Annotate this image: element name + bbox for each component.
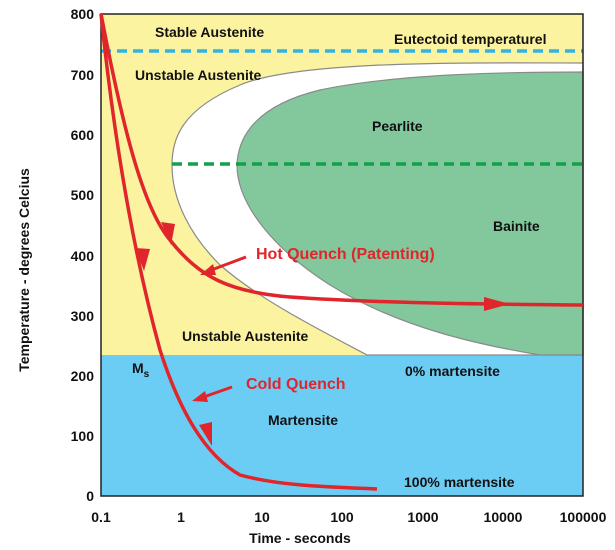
x-tick-label: 10 xyxy=(254,509,270,525)
hot-quench-label: Hot Quench (Patenting) xyxy=(256,246,435,263)
unstable-austenite-bottom-label: Unstable Austenite xyxy=(182,328,308,344)
zero-martensite-label: 0% martensite xyxy=(405,363,500,379)
bainite-label: Bainite xyxy=(493,218,540,234)
ms-label: Ms xyxy=(132,360,150,380)
x-axis-title: Time - seconds xyxy=(249,530,351,546)
x-tick-label: 1000 xyxy=(407,509,438,525)
y-tick-label: 200 xyxy=(71,368,95,384)
y-axis: 0 100 200 300 400 500 600 700 800 xyxy=(71,6,95,504)
cold-quench-curve xyxy=(99,13,378,491)
hot-quench-arrow-2 xyxy=(484,297,510,311)
y-tick-label: 800 xyxy=(71,6,95,22)
eutectoid-label: Eutectoid temperaturel xyxy=(394,31,546,47)
x-tick-label: 10000 xyxy=(484,509,523,525)
hot-quench-curve xyxy=(99,13,584,307)
y-tick-label: 500 xyxy=(71,187,95,203)
x-axis: 0.1 1 10 100 1000 10000 100000 xyxy=(91,509,606,525)
martensite-label: Martensite xyxy=(268,412,338,428)
x-tick-label: 100000 xyxy=(560,509,607,525)
y-tick-label: 400 xyxy=(71,248,95,264)
x-tick-label: 0.1 xyxy=(91,509,111,525)
stable-austenite-label: Stable Austenite xyxy=(155,24,264,40)
pearlite-label: Pearlite xyxy=(372,118,423,134)
y-tick-label: 300 xyxy=(71,308,95,324)
y-tick-label: 600 xyxy=(71,127,95,143)
hundred-martensite-label: 100% martensite xyxy=(404,474,515,490)
y-tick-label: 700 xyxy=(71,67,95,83)
y-axis-title: Temperature - degrees Celcius xyxy=(16,168,32,372)
cold-quench-label: Cold Quench xyxy=(246,376,346,393)
hot-quench-arrow-1 xyxy=(161,222,175,245)
x-tick-label: 100 xyxy=(330,509,354,525)
x-tick-label: 1 xyxy=(177,509,185,525)
hot-quench-leader-head xyxy=(200,264,216,275)
y-tick-label: 0 xyxy=(86,488,94,504)
cold-quench-arrow-2 xyxy=(199,422,212,446)
plot-frame xyxy=(100,13,584,497)
martensite-region xyxy=(101,355,583,496)
cold-quench-leader-head xyxy=(192,391,208,402)
y-tick-label: 100 xyxy=(71,428,95,444)
unstable-austenite-top-label: Unstable Austenite xyxy=(135,67,261,83)
cold-quench-arrow-1 xyxy=(135,248,150,271)
